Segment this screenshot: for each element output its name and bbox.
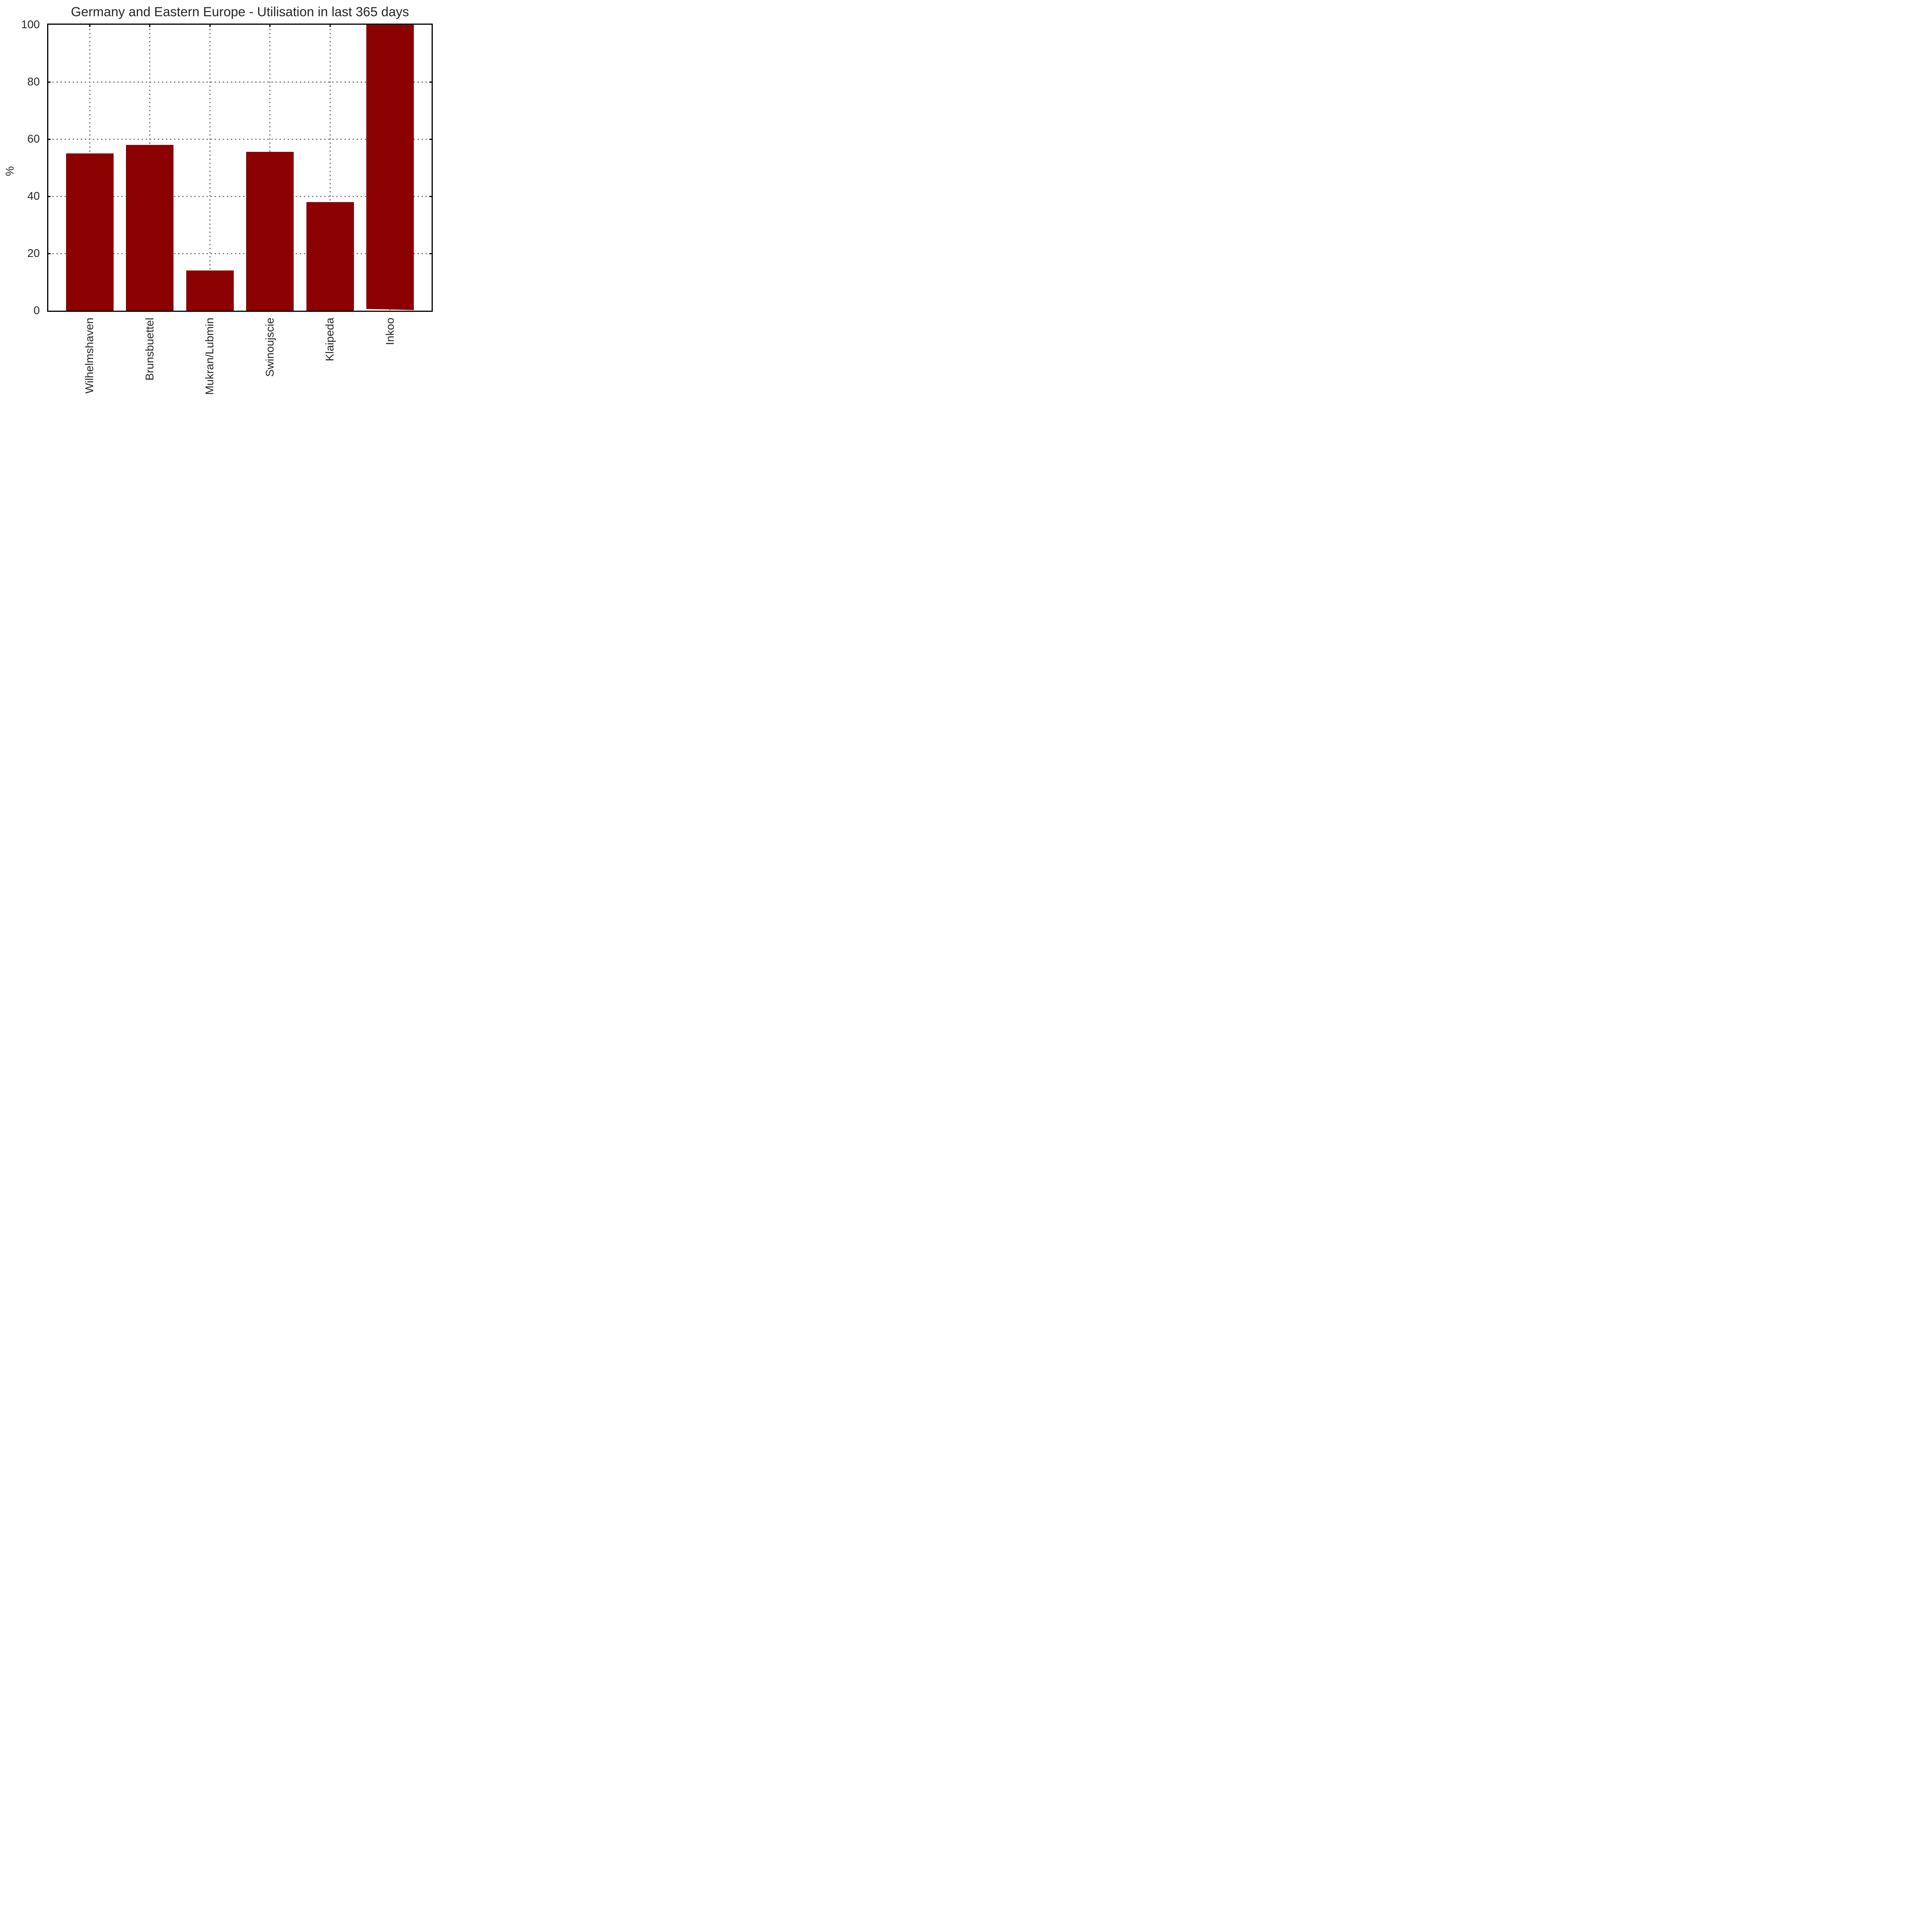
bar-swinoujscie (246, 152, 294, 311)
y-tick-label-60: 60 (27, 133, 40, 145)
horizontal-gridline-40 (48, 196, 432, 197)
horizontal-gridline-80 (48, 81, 432, 83)
horizontal-gridline-20 (48, 253, 432, 254)
y-axis-label: % (4, 166, 16, 176)
y-tick-mark-left-60 (48, 138, 51, 140)
bar-inkoo (366, 25, 414, 311)
x-tick-label-mukran-lubmin: Mukran/Lubmin (204, 318, 216, 395)
bar-brunsbuettel (126, 145, 173, 311)
bar-mukran-lubmin (186, 270, 234, 311)
bar-klaipeda (306, 202, 354, 311)
vertical-gridline-2 (209, 25, 211, 311)
chart-title: Germany and Eastern Europe - Utilisation… (71, 5, 409, 19)
vertical-gridline-4 (329, 25, 331, 311)
y-tick-label-20: 20 (27, 247, 40, 260)
y-tick-mark-right-20 (429, 253, 432, 254)
bar-wilhelmshaven (66, 153, 114, 311)
plot-area (47, 24, 433, 312)
y-tick-mark-right-80 (429, 81, 432, 83)
horizontal-gridline-60 (48, 138, 432, 140)
bar-chart-figure: Germany and Eastern Europe - Utilisation… (0, 0, 438, 398)
x-tick-label-klaipeda: Klaipeda (324, 318, 336, 361)
x-tick-label-brunsbuettel: Brunsbuettel (143, 318, 156, 381)
y-tick-mark-right-40 (429, 196, 432, 197)
x-tick-label-wilhelmshaven: Wilhelmshaven (83, 318, 96, 394)
x-tick-label-inkoo: Inkoo (384, 318, 396, 345)
x-tick-label-swinoujscie: Swinoujscie (264, 318, 276, 377)
y-tick-label-100: 100 (21, 19, 40, 31)
y-tick-label-40: 40 (27, 190, 40, 202)
x-tick-mark-top-1 (149, 25, 150, 27)
y-tick-mark-left-40 (48, 196, 51, 197)
y-tick-mark-right-60 (429, 138, 432, 140)
x-tick-mark-top-4 (329, 25, 331, 27)
x-tick-mark-top-2 (209, 25, 211, 27)
y-tick-label-80: 80 (27, 76, 40, 88)
y-tick-label-0: 0 (33, 304, 40, 317)
y-tick-mark-left-20 (48, 253, 51, 254)
plot-inner (48, 25, 432, 311)
x-tick-mark-top-3 (269, 25, 270, 27)
y-tick-mark-left-80 (48, 81, 51, 83)
x-tick-mark-top-0 (89, 25, 90, 27)
